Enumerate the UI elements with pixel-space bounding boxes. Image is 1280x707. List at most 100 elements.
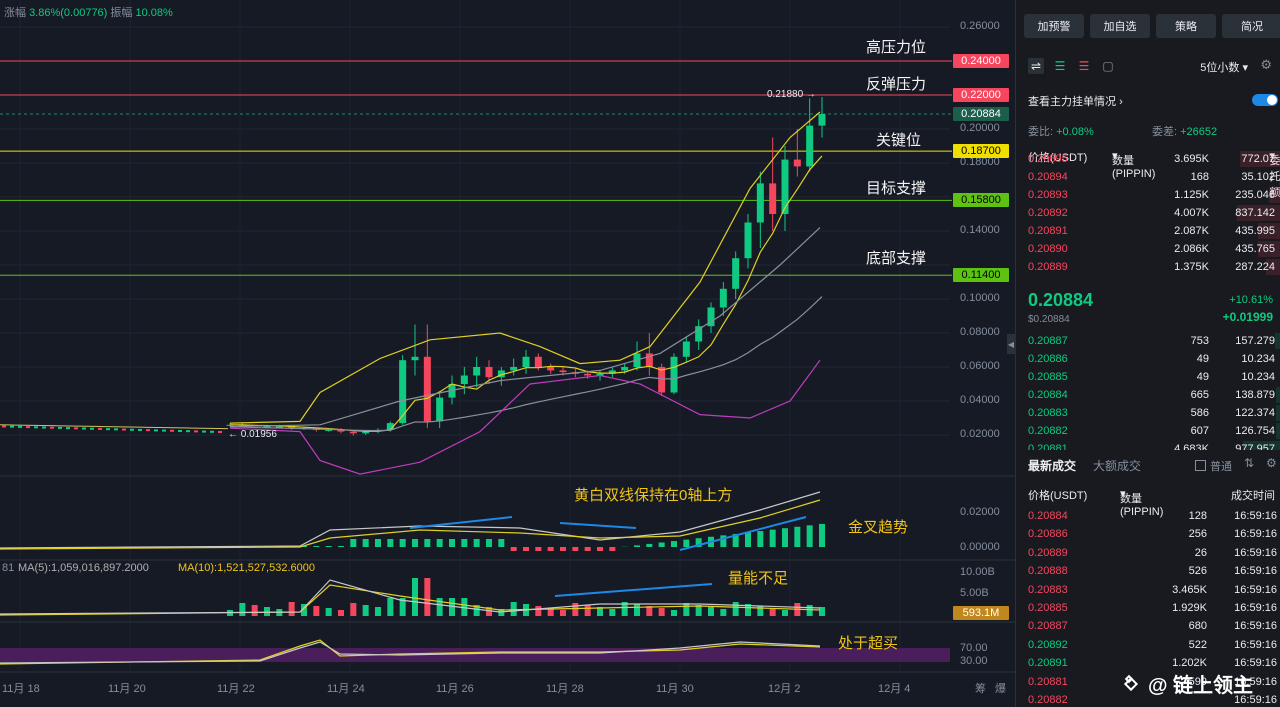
x-label: 11月 20 <box>108 683 146 695</box>
candle-body <box>423 356 431 422</box>
orderbook-row[interactable]: 0.20881 4.683K 977.957 <box>1016 440 1280 450</box>
trade-time: 16:59:16 <box>1234 675 1277 688</box>
amplitude-value: 10.08% <box>135 7 173 19</box>
kline-chart[interactable]: 涨幅 3.86%(0.00776) 振幅 10.08% 0.26000 0.20… <box>0 0 1015 707</box>
candle-body <box>522 356 530 367</box>
tab-latest-trades[interactable]: 最新成交 <box>1028 459 1077 473</box>
candle-body <box>559 370 567 373</box>
candle-body <box>510 367 518 371</box>
add-watchlist-button[interactable]: 加自选 <box>1090 14 1150 38</box>
main-orders-link[interactable]: 查看主力挂单情况 › <box>1028 93 1123 109</box>
candle-body <box>386 423 394 430</box>
orderbook-row[interactable]: 0.20894 168 35.102 <box>1016 168 1280 186</box>
candle-body <box>154 429 158 432</box>
collapse-handle[interactable]: ◀ <box>1007 334 1015 354</box>
annotation-high-resistance: 高压力位 <box>866 39 927 56</box>
gear-icon[interactable]: ⚙ <box>1260 57 1272 72</box>
bids-only-icon[interactable]: ☰ <box>1054 59 1066 73</box>
liquidation-button[interactable]: 爆 <box>995 683 1006 695</box>
macd-bar <box>745 532 751 547</box>
row-price: 0.20882 <box>1028 425 1068 437</box>
macd-bar <box>362 539 369 547</box>
trade-price: 0.20882 <box>1028 693 1068 706</box>
orderbook-row[interactable]: 0.20892 4.007K 837.142 <box>1016 204 1280 222</box>
action-buttons: 加预警 加自选 策略 简况 <box>1024 14 1280 38</box>
trade-price: 0.20888 <box>1028 565 1068 578</box>
y-label: 0.20000 <box>960 122 1000 134</box>
add-alert-button[interactable]: 加预警 <box>1024 14 1084 38</box>
orderbook-row[interactable]: 0.20895 3.695K 772.07 <box>1016 150 1280 168</box>
row-total: 157.279 <box>1235 335 1275 347</box>
strategy-button[interactable]: 策略 <box>1156 14 1216 38</box>
candle-body <box>210 430 214 433</box>
macd-bar <box>695 538 702 547</box>
trade-price: 0.20885 <box>1028 601 1068 614</box>
row-qty: 607 <box>1190 425 1209 437</box>
overview-button[interactable]: 简况 <box>1222 14 1280 38</box>
candle-body <box>362 431 370 434</box>
tab-large-trades[interactable]: 大额成交 <box>1093 459 1142 473</box>
asks-only-icon[interactable]: ☰ <box>1078 59 1090 73</box>
volume-bar <box>646 606 653 616</box>
macd-bar <box>510 547 517 551</box>
orderbook-row[interactable]: 0.20884 665 138.879 <box>1016 386 1280 404</box>
candle-body <box>325 429 333 431</box>
orderbook-row[interactable]: 0.20893 1.125K 235.046 <box>1016 186 1280 204</box>
row-price: 0.20894 <box>1028 171 1068 183</box>
orderbook-row[interactable]: 0.20882 607 126.754 <box>1016 422 1280 440</box>
chip-button[interactable]: 筹 <box>975 683 986 695</box>
trade-price: 0.20881 <box>1028 675 1068 688</box>
volume-bar <box>387 598 394 616</box>
orderbook-row[interactable]: 0.20891 2.087K 435.995 <box>1016 222 1280 240</box>
candle-body <box>732 258 740 289</box>
ma5-label: MA(5):1,059,016,897.2000 <box>18 562 149 574</box>
x-label: 11月 22 <box>217 683 255 695</box>
macd-bar <box>473 539 480 547</box>
macd-bar <box>449 539 455 547</box>
main-orders-label: 查看主力挂单情况 <box>1028 96 1116 108</box>
volume-bar <box>671 610 677 616</box>
volume-bar <box>535 606 542 616</box>
change-label: 涨幅 <box>4 7 26 19</box>
orderbook-row[interactable]: 0.20889 1.375K 287.224 <box>1016 258 1280 276</box>
trade-price: 0.20884 <box>1028 510 1068 522</box>
macd-bar <box>584 547 591 551</box>
candle-body <box>58 426 62 429</box>
orderbook-row[interactable]: 0.20890 2.086K 435.765 <box>1016 240 1280 258</box>
volume-bar <box>806 605 813 616</box>
macd-bar <box>387 539 394 547</box>
y-label: 0.18000 <box>960 156 1000 168</box>
candle-body <box>411 356 419 361</box>
settings-icon[interactable]: ⚙ <box>1266 456 1277 470</box>
macd-bar <box>646 543 653 547</box>
last-price: 0.20884 <box>1028 290 1094 310</box>
trade-qty-header[interactable]: 数量(PIPPIN) ▾ <box>1120 488 1164 518</box>
last-price-usd: $0.20884 <box>1028 314 1070 325</box>
orderbook-row[interactable]: 0.20887 753 157.279 <box>1016 332 1280 350</box>
candle-body <box>74 427 78 430</box>
candle-body <box>349 431 357 434</box>
vol-tag: 593.1M <box>953 606 1009 620</box>
filter-checkbox[interactable] <box>1195 460 1206 471</box>
row-price: 0.20893 <box>1028 189 1068 201</box>
row-qty: 4.007K <box>1174 207 1209 219</box>
ob-qty-header[interactable]: 数量(PIPPIN) ▾ <box>1112 150 1156 180</box>
main-orders-toggle[interactable] <box>1252 94 1278 106</box>
sort-icon[interactable]: ⇅ <box>1244 456 1255 470</box>
orderbook-row[interactable]: 0.20885 49 10.234 <box>1016 368 1280 386</box>
depth-bar <box>1276 405 1280 421</box>
depth-bar <box>1275 387 1280 403</box>
candle-body <box>534 356 542 367</box>
depth-icon[interactable]: ▢ <box>1102 59 1114 73</box>
last-price-block[interactable]: 0.20884 $0.20884 +10.61% +0.01999 <box>1016 288 1280 332</box>
macd-bar <box>671 541 677 547</box>
orderbook-row[interactable]: 0.20886 49 10.234 <box>1016 350 1280 368</box>
precision-select[interactable]: 5位小数 ▾ <box>1200 59 1248 75</box>
macd-bar <box>609 547 616 551</box>
row-total: 10.234 <box>1241 371 1275 383</box>
ob-total-header[interactable]: 委托额 ▾ <box>1269 150 1280 199</box>
volume-bar <box>720 609 727 616</box>
orderbook-row[interactable]: 0.20883 586 122.374 <box>1016 404 1280 422</box>
both-sides-icon[interactable]: ⇌ <box>1028 58 1044 74</box>
candle-body <box>90 427 94 430</box>
